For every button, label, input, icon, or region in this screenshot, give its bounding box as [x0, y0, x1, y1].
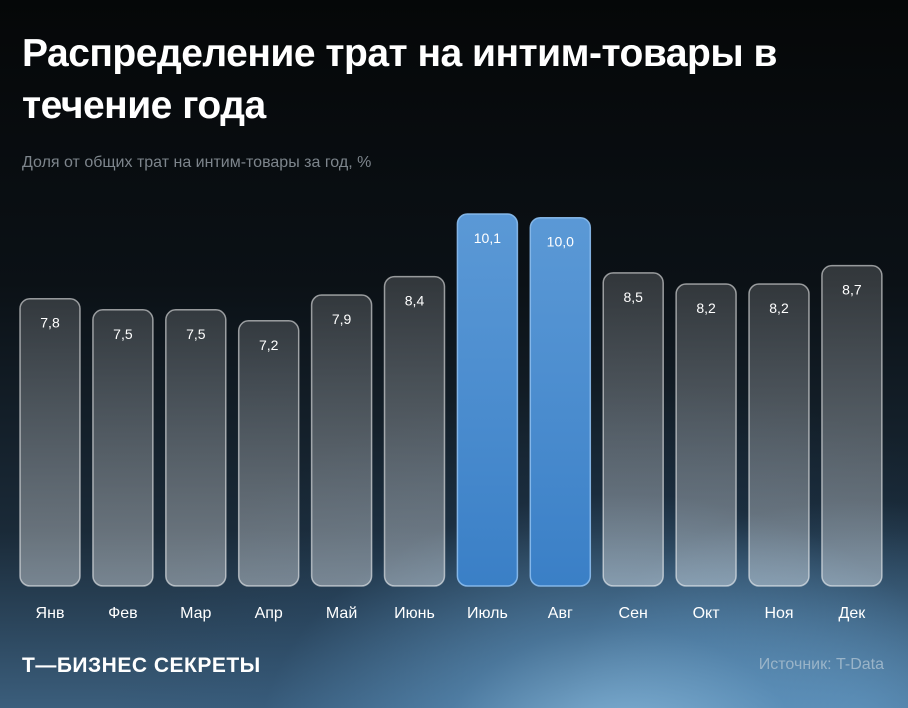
bar-value-label-4: 7,2 — [259, 337, 279, 353]
category-label-3: Мар — [180, 605, 211, 622]
bar-2 — [92, 309, 154, 587]
bar-value-label-3: 7,5 — [186, 326, 206, 342]
category-label-10: Окт — [693, 605, 721, 622]
category-label-6: Июнь — [394, 605, 435, 622]
bar-value-label-5: 7,9 — [332, 311, 352, 327]
bar-value-label-1: 7,8 — [40, 315, 60, 331]
bar-11 — [748, 283, 810, 587]
bar-value-label-6: 8,4 — [405, 293, 425, 309]
bar-8 — [529, 216, 592, 587]
chart-title: Распределение трат на интим-товары в теч… — [22, 32, 777, 127]
bar-value-label-7: 10,1 — [474, 230, 501, 246]
category-label-4: Апр — [255, 605, 283, 622]
category-label-9: Сен — [619, 605, 648, 622]
category-label-5: Май — [326, 605, 357, 622]
bar-value-label-9: 8,5 — [623, 289, 643, 305]
chart-subtitle: Доля от общих трат на интим-товары за го… — [22, 154, 372, 171]
bar-value-label-10: 8,2 — [696, 300, 716, 316]
bar-chart: 7,8 7,5 7,5 7,2 7,9 8,4 10,1 10,0 8,5 8,2 8,2 8,7 Я… — [19, 213, 883, 622]
bar-10 — [675, 283, 737, 587]
bar-12 — [821, 264, 883, 587]
bar-value-label-2: 7,5 — [113, 326, 133, 342]
bar-9 — [602, 272, 664, 587]
category-label-12: Дек — [839, 605, 867, 622]
bar-3 — [165, 309, 227, 587]
bar-5 — [310, 294, 373, 587]
category-label-7: Июль — [467, 605, 508, 622]
bar-value-label-12: 8,7 — [842, 282, 862, 298]
bar-7 — [456, 213, 519, 587]
bar-4 — [237, 320, 300, 587]
source-note: Источник: T-Data — [758, 656, 884, 673]
bar-6 — [383, 275, 446, 587]
bar-value-label-8: 10,0 — [547, 234, 574, 250]
bar-value-label-11: 8,2 — [769, 300, 789, 316]
category-label-2: Фев — [108, 605, 138, 622]
bar-1 — [19, 297, 81, 587]
category-label-11: Ноя — [764, 605, 793, 622]
brand-logo: Т—БИЗНЕС СЕКРЕТЫ — [22, 654, 261, 677]
category-label-8: Авг — [548, 605, 573, 622]
category-label-1: Янв — [36, 605, 65, 622]
